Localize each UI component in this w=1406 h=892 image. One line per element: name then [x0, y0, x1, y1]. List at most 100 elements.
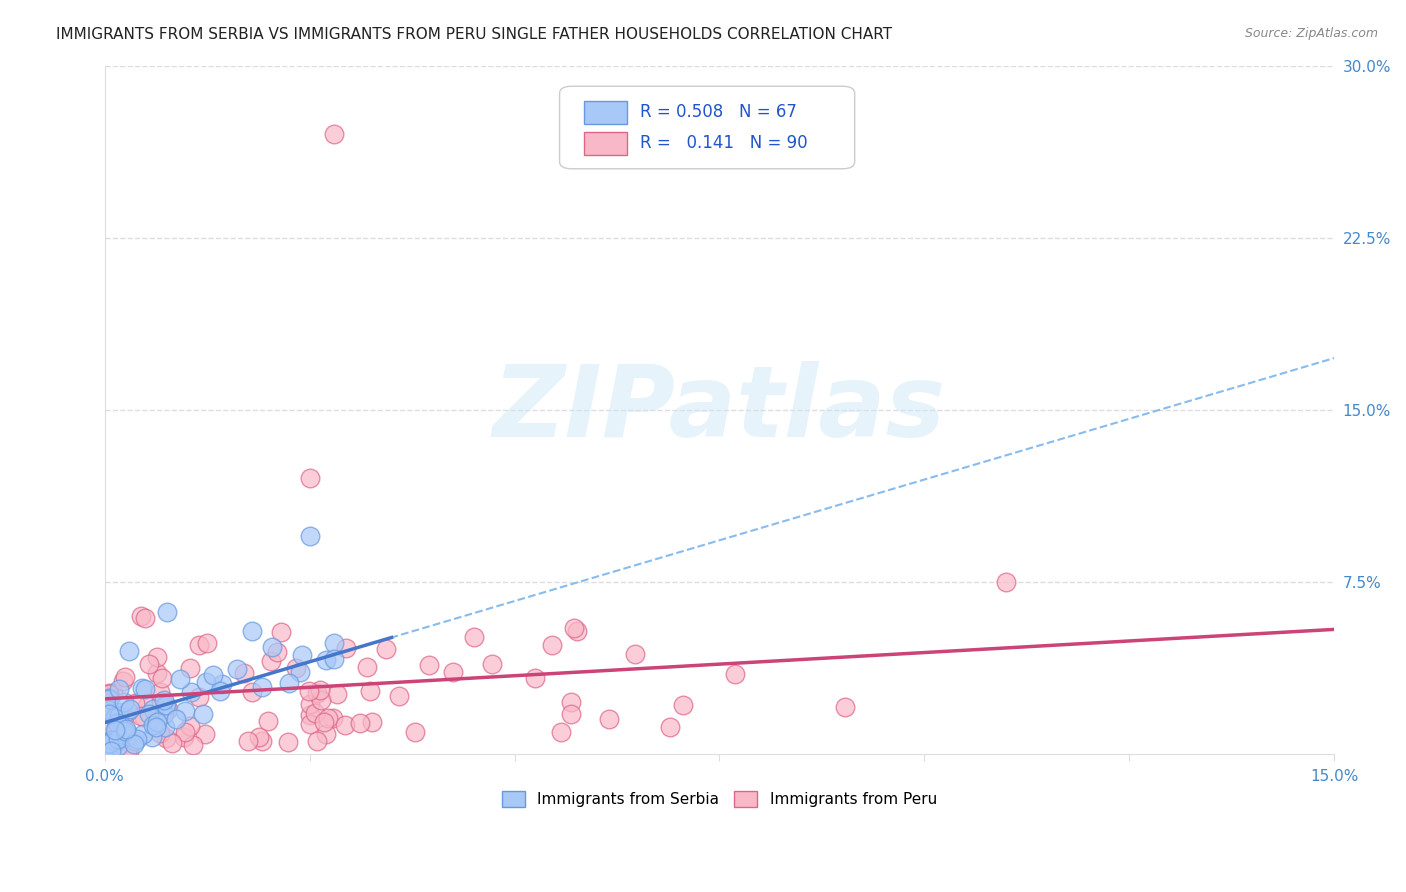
- Immigrants from Peru: [550, 725, 572, 739]
- Immigrants from Peru: [111, 673, 134, 688]
- Text: IMMIGRANTS FROM SERBIA VS IMMIGRANTS FROM PERU SINGLE FATHER HOUSEHOLDS CORRELAT: IMMIGRANTS FROM SERBIA VS IMMIGRANTS FRO…: [56, 27, 893, 42]
- Immigrants from Peru: [672, 698, 695, 712]
- Immigrants from Peru: [404, 725, 426, 739]
- Immigrants from Peru: [136, 698, 159, 713]
- Immigrants from Peru: [356, 659, 378, 673]
- Immigrants from Peru: [298, 708, 321, 723]
- Immigrants from Serbia: [107, 705, 129, 719]
- Immigrants from Peru: [309, 693, 332, 707]
- Immigrants from Serbia: [291, 648, 314, 662]
- Immigrants from Peru: [247, 730, 270, 744]
- Text: R =   0.141   N = 90: R = 0.141 N = 90: [640, 135, 807, 153]
- Immigrants from Peru: [173, 730, 195, 744]
- Immigrants from Serbia: [120, 702, 142, 716]
- Immigrants from Serbia: [142, 718, 165, 732]
- Immigrants from Peru: [236, 734, 259, 748]
- Immigrants from Serbia: [108, 682, 131, 697]
- Immigrants from Peru: [98, 720, 121, 734]
- Text: ZIPatlas: ZIPatlas: [494, 361, 946, 458]
- Immigrants from Peru: [179, 719, 201, 733]
- Immigrants from Peru: [298, 471, 321, 485]
- Immigrants from Serbia: [118, 644, 141, 658]
- Immigrants from Serbia: [145, 714, 167, 729]
- Immigrants from Peru: [174, 724, 197, 739]
- Immigrants from Serbia: [98, 738, 121, 752]
- Immigrants from Peru: [335, 640, 357, 655]
- FancyBboxPatch shape: [583, 101, 627, 124]
- Immigrants from Peru: [540, 638, 562, 652]
- Immigrants from Peru: [562, 621, 585, 635]
- Immigrants from Peru: [314, 715, 336, 730]
- Immigrants from Peru: [250, 734, 273, 748]
- Immigrants from Serbia: [117, 704, 139, 718]
- Immigrants from Peru: [150, 671, 173, 685]
- Immigrants from Serbia: [117, 724, 139, 739]
- Immigrants from Peru: [256, 714, 278, 728]
- Immigrants from Peru: [266, 645, 288, 659]
- Immigrants from Serbia: [194, 675, 217, 690]
- Immigrants from Peru: [299, 697, 322, 711]
- Immigrants from Peru: [322, 710, 344, 724]
- Immigrants from Serbia: [153, 692, 176, 706]
- Immigrants from Peru: [129, 609, 152, 624]
- Immigrants from Peru: [156, 702, 179, 716]
- Immigrants from Peru: [724, 666, 747, 681]
- Immigrants from Serbia: [112, 694, 135, 708]
- Immigrants from Peru: [284, 660, 307, 674]
- Immigrants from Peru: [132, 710, 155, 724]
- Immigrants from Serbia: [322, 652, 344, 666]
- Immigrants from Serbia: [323, 636, 346, 650]
- Immigrants from Serbia: [97, 736, 120, 750]
- Immigrants from Serbia: [142, 701, 165, 715]
- Immigrants from Serbia: [100, 744, 122, 758]
- Immigrants from Serbia: [104, 721, 127, 735]
- Immigrants from Serbia: [169, 672, 191, 686]
- Immigrants from Peru: [155, 731, 177, 745]
- Immigrants from Peru: [299, 717, 322, 731]
- Immigrants from Serbia: [97, 691, 120, 706]
- Immigrants from Peru: [307, 733, 329, 747]
- Immigrants from Peru: [387, 690, 409, 704]
- Immigrants from Serbia: [260, 640, 283, 654]
- Immigrants from Serbia: [225, 662, 247, 676]
- Immigrants from Peru: [260, 654, 283, 668]
- Immigrants from Peru: [232, 666, 254, 681]
- Immigrants from Peru: [118, 744, 141, 758]
- Text: Source: ZipAtlas.com: Source: ZipAtlas.com: [1244, 27, 1378, 40]
- Immigrants from Serbia: [103, 710, 125, 724]
- Immigrants from Serbia: [240, 624, 263, 639]
- Immigrants from Serbia: [180, 685, 202, 699]
- Immigrants from Peru: [103, 686, 125, 700]
- Immigrants from Serbia: [156, 606, 179, 620]
- Immigrants from Peru: [463, 630, 485, 644]
- Immigrants from Serbia: [165, 712, 187, 726]
- Immigrants from Peru: [150, 695, 173, 709]
- Immigrants from Peru: [560, 706, 582, 721]
- Immigrants from Serbia: [209, 683, 232, 698]
- Immigrants from Peru: [187, 638, 209, 652]
- Immigrants from Serbia: [277, 676, 299, 690]
- Immigrants from Serbia: [211, 677, 233, 691]
- Immigrants from Serbia: [110, 731, 132, 745]
- Immigrants from Peru: [298, 684, 321, 698]
- Immigrants from Peru: [138, 657, 160, 671]
- Immigrants from Peru: [523, 671, 546, 685]
- Immigrants from Serbia: [115, 722, 138, 736]
- Immigrants from Serbia: [138, 707, 160, 722]
- Immigrants from Peru: [134, 611, 156, 625]
- Immigrants from Peru: [481, 657, 503, 672]
- Immigrants from Peru: [97, 687, 120, 701]
- Immigrants from Peru: [316, 711, 339, 725]
- Immigrants from Serbia: [117, 727, 139, 741]
- Immigrants from Serbia: [124, 734, 146, 748]
- Immigrants from Peru: [240, 685, 263, 699]
- Immigrants from Peru: [97, 699, 120, 714]
- Immigrants from Peru: [145, 649, 167, 664]
- Immigrants from Peru: [195, 635, 218, 649]
- Immigrants from Serbia: [250, 680, 273, 694]
- Immigrants from Peru: [349, 716, 371, 731]
- Legend: Immigrants from Serbia, Immigrants from Peru: Immigrants from Serbia, Immigrants from …: [495, 783, 945, 814]
- Text: R = 0.508   N = 67: R = 0.508 N = 67: [640, 103, 796, 121]
- Immigrants from Serbia: [174, 705, 197, 719]
- Immigrants from Peru: [560, 695, 582, 709]
